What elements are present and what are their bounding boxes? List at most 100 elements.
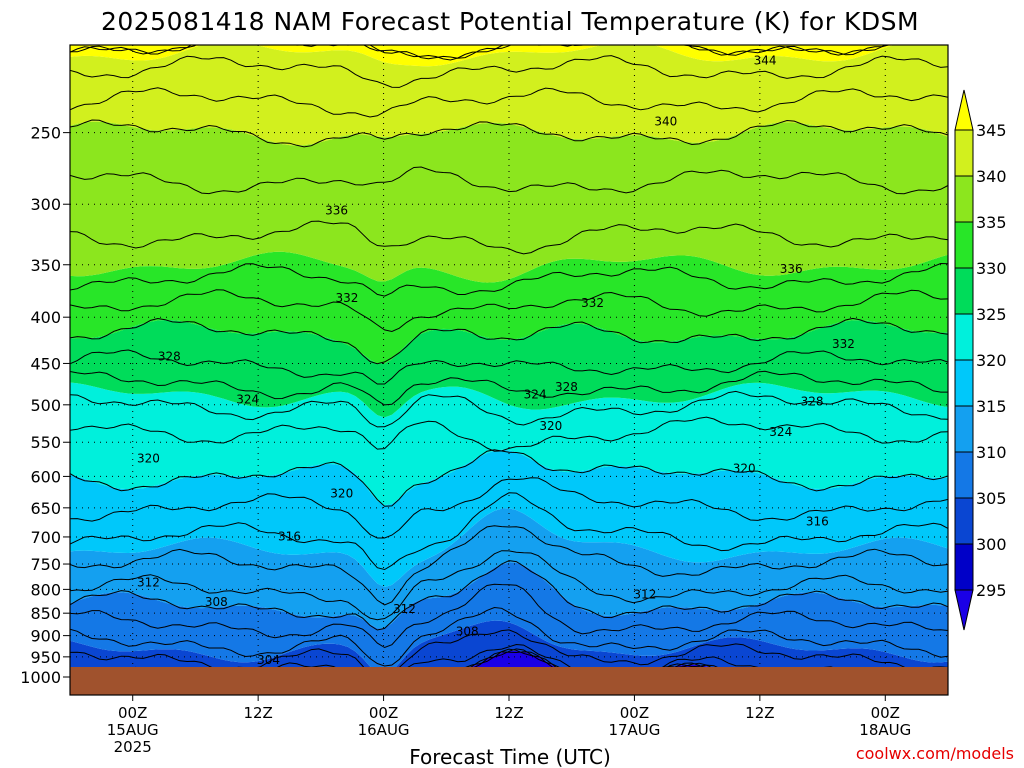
contour-label: 324 bbox=[769, 425, 792, 439]
theta-band bbox=[70, 320, 948, 418]
colorbar-tick-label: 300 bbox=[976, 535, 1007, 554]
theta-band bbox=[70, 620, 948, 695]
colorbar-swatch bbox=[954, 497, 974, 545]
plot-area: 344 340 336 336 332 332 332 328 328 328 324 324 324 3… bbox=[70, 45, 948, 695]
y-tick-label: 350 bbox=[30, 256, 61, 275]
theta-band bbox=[70, 45, 948, 146]
contour-label: 324 bbox=[524, 387, 547, 401]
contour-label: 328 bbox=[801, 395, 824, 409]
contour-labels: 344 340 336 336 332 332 332 328 328 328 324 324 324 3… bbox=[137, 53, 855, 667]
colorbar-tick-label: 315 bbox=[976, 397, 1007, 416]
colorbar-swatch bbox=[954, 313, 974, 361]
colorbar-tick-label: 305 bbox=[976, 489, 1007, 508]
contour-label: 308 bbox=[205, 595, 228, 609]
colorbar-tick-label: 340 bbox=[976, 167, 1007, 186]
theta-band bbox=[70, 251, 948, 364]
x-tick-label: 00Z bbox=[871, 704, 900, 722]
color-bands bbox=[70, 45, 948, 695]
y-tick-label: 950 bbox=[30, 648, 61, 667]
x-tick-label: 12Z bbox=[494, 704, 523, 722]
colorbar-tick-label: 330 bbox=[976, 259, 1007, 278]
colorbar-tick-label: 310 bbox=[976, 443, 1007, 462]
contour-line bbox=[70, 45, 886, 61]
y-tick-label: 650 bbox=[30, 499, 61, 518]
x-axis-label: Forecast Time (UTC) bbox=[409, 745, 611, 768]
contour-line bbox=[70, 220, 948, 255]
theta-band bbox=[70, 508, 948, 629]
contour-line bbox=[70, 166, 948, 195]
contour-line bbox=[70, 289, 948, 333]
contour-label: 308 bbox=[456, 625, 479, 639]
y-axis: 250 300 350 400 450 500 550 600 650 700 750 800 850 9… bbox=[20, 124, 70, 687]
contour-label: 316 bbox=[278, 529, 301, 543]
contour-line bbox=[70, 317, 948, 365]
colorbar-tick-label: 325 bbox=[976, 305, 1007, 324]
contour-line bbox=[70, 492, 948, 571]
colorbar-tick-label: 320 bbox=[976, 351, 1007, 370]
contour-label: 320 bbox=[137, 451, 160, 465]
contour-label: 320 bbox=[733, 461, 756, 475]
contour-label: 332 bbox=[832, 337, 855, 351]
contour-label: 320 bbox=[330, 487, 353, 501]
theta-band bbox=[70, 449, 948, 587]
x-tick-label: 00Z bbox=[620, 704, 649, 722]
theta-band bbox=[70, 121, 948, 283]
y-tick-label: 900 bbox=[30, 627, 61, 646]
y-tick-label: 850 bbox=[30, 604, 61, 623]
contour-label: 336 bbox=[780, 262, 803, 276]
chart-title: 2025081418 NAM Forecast Potential Temper… bbox=[101, 7, 919, 36]
colorbar-max-arrow bbox=[954, 89, 974, 131]
contour-label: 312 bbox=[393, 602, 416, 616]
y-tick-label: 550 bbox=[30, 433, 61, 452]
ground-fill bbox=[70, 667, 948, 695]
contour-line bbox=[70, 119, 948, 148]
colorbar: 295 300 305 310 315 320 325 330 335 340 345 bbox=[954, 89, 1007, 631]
colorbar-tick-label: 295 bbox=[976, 581, 1007, 600]
contour-label: 324 bbox=[236, 392, 259, 406]
contour-label: 312 bbox=[137, 575, 160, 589]
contour-line bbox=[70, 606, 948, 667]
contour-label: 316 bbox=[806, 514, 829, 528]
contour-label: 328 bbox=[555, 380, 578, 394]
x-tick-label: 00Z bbox=[369, 704, 398, 722]
colorbar-tick-label: 345 bbox=[976, 121, 1007, 140]
contour-label: 304 bbox=[257, 653, 280, 667]
contour-line bbox=[70, 349, 948, 385]
y-tick-label: 700 bbox=[30, 528, 61, 547]
colorbar-tick-label: 335 bbox=[976, 213, 1007, 232]
colorbar-swatch bbox=[954, 129, 974, 177]
colorbar-min-arrow bbox=[954, 589, 974, 631]
y-tick-label: 800 bbox=[30, 580, 61, 599]
theta-band bbox=[70, 562, 948, 676]
grid-lines bbox=[70, 45, 948, 695]
contour-label: 332 bbox=[336, 291, 359, 305]
x-tick-label: 2025 bbox=[114, 738, 152, 756]
contour-line bbox=[70, 477, 948, 539]
colorbar-swatch bbox=[954, 451, 974, 499]
contour-label: 312 bbox=[633, 587, 656, 601]
colorbar-swatch bbox=[954, 267, 974, 315]
y-tick-label: 750 bbox=[30, 555, 61, 574]
contour-label: 332 bbox=[581, 296, 604, 310]
contour-label: 320 bbox=[539, 419, 562, 433]
contour-line bbox=[70, 87, 948, 118]
y-tick-label: 400 bbox=[30, 308, 61, 327]
contour-line bbox=[70, 550, 948, 621]
theta-band bbox=[70, 45, 948, 67]
x-tick-label: 17AUG bbox=[608, 721, 660, 739]
contour-label: 328 bbox=[158, 349, 181, 363]
y-tick-label: 1000 bbox=[20, 668, 61, 687]
y-tick-label: 500 bbox=[30, 396, 61, 415]
contour-label: 344 bbox=[754, 53, 777, 67]
y-tick-label: 450 bbox=[30, 354, 61, 373]
contour-line bbox=[70, 449, 948, 507]
contour-line bbox=[70, 560, 948, 631]
x-tick-label: 18AUG bbox=[859, 721, 911, 739]
x-tick-label: 00Z bbox=[118, 704, 147, 722]
x-tick-label: 16AUG bbox=[358, 721, 410, 739]
contour-label: 336 bbox=[325, 204, 348, 218]
colorbar-swatch bbox=[954, 175, 974, 223]
theta-band bbox=[70, 382, 948, 506]
